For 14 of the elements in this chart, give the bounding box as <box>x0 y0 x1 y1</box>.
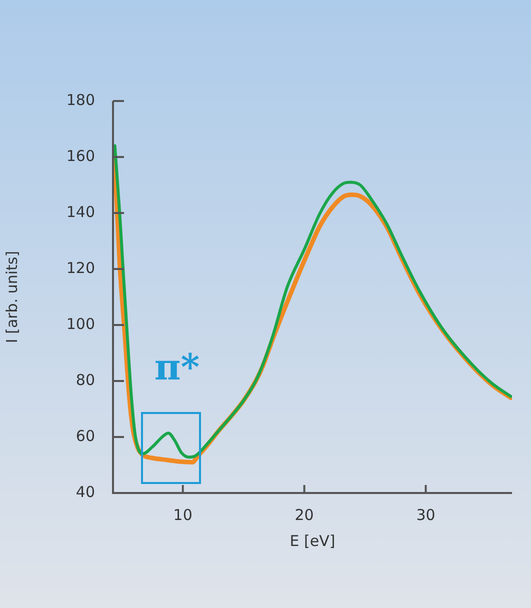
y-tick-label: 160 <box>66 146 95 165</box>
y-tick-label: 80 <box>76 370 95 389</box>
y-tick-label: 100 <box>66 314 95 333</box>
annotation: π* <box>154 346 200 388</box>
y-tick-label: 120 <box>66 258 95 277</box>
x-tick-label: 30 <box>416 506 436 524</box>
y-tick-label: 40 <box>76 482 95 501</box>
y-tick-label: 60 <box>76 426 95 445</box>
x-tick-label: 20 <box>294 506 314 524</box>
x-axis-title: E [eV] <box>290 532 336 550</box>
y-axis-title: I [arb. units] <box>2 250 21 344</box>
y-tick-label: 180 <box>66 90 95 109</box>
y-tick-label: 140 <box>66 202 95 221</box>
x-tick-label: 10 <box>173 506 192 524</box>
